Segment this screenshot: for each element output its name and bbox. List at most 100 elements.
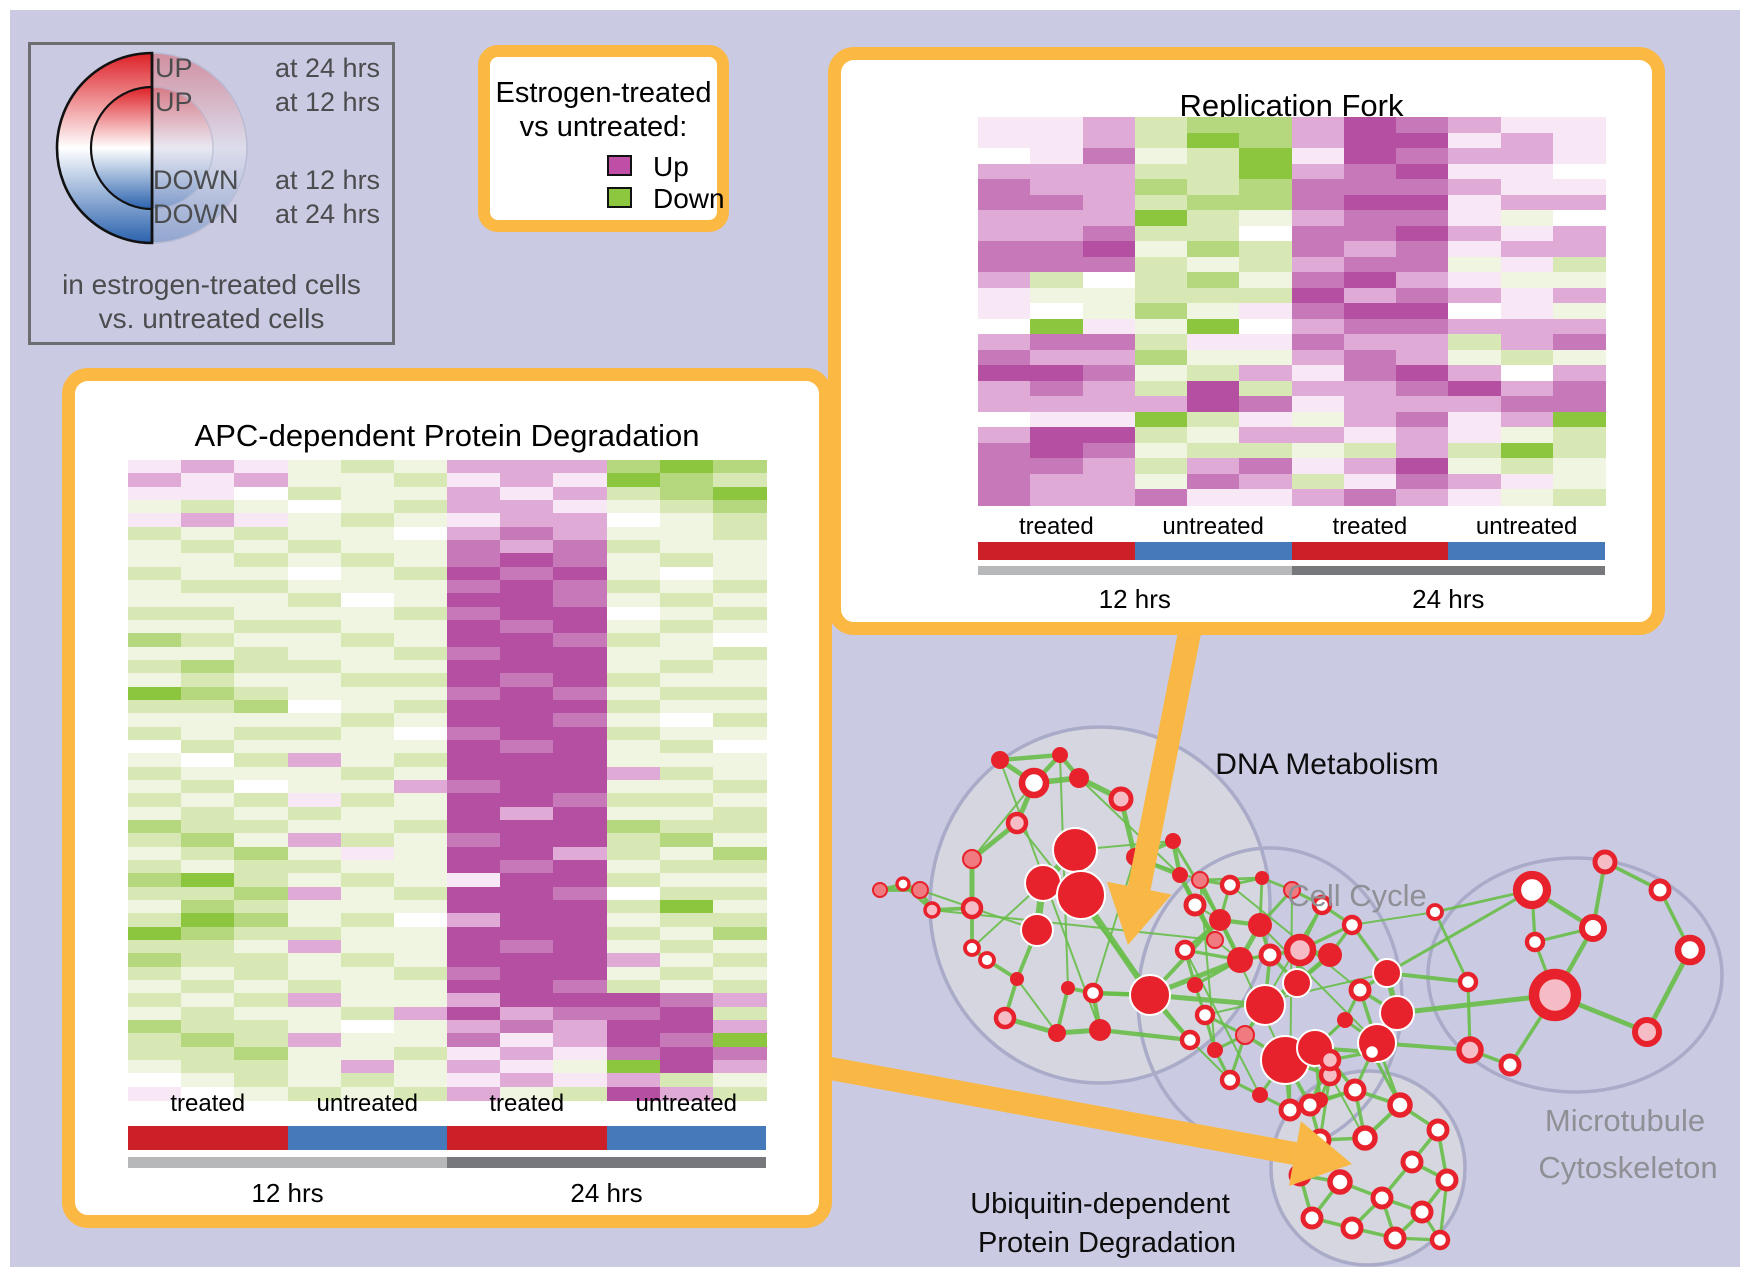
heatmap-cell — [500, 646, 554, 661]
heatmap-cell — [1082, 303, 1136, 320]
heatmap-cell — [659, 593, 714, 608]
heatmap-cell — [606, 740, 661, 754]
heatmap-cell — [1239, 334, 1293, 351]
heatmap-cell — [1448, 318, 1502, 335]
network-node — [1429, 1229, 1451, 1251]
network-node — [1005, 811, 1029, 835]
heatmap-cell — [393, 593, 448, 608]
heatmap-cell — [287, 473, 342, 488]
heatmap-cell — [1343, 442, 1397, 460]
heatmap-cell — [500, 1033, 554, 1048]
heatmap-cell — [1552, 117, 1606, 134]
heatmap-cell — [500, 740, 554, 754]
heatmap-cell — [1396, 210, 1449, 227]
heatmap-cell — [234, 833, 289, 848]
network-node — [923, 901, 941, 919]
heatmap-cell — [1082, 256, 1136, 273]
network-edge — [1099, 1027, 1191, 1043]
heatmap-cell — [1082, 194, 1136, 211]
heatmap-cell — [500, 886, 554, 901]
heatmap-cell — [393, 833, 448, 848]
heatmap-cell — [181, 873, 235, 888]
heatmap-cell — [606, 580, 661, 594]
network-edge — [1433, 911, 1470, 983]
heatmap-cell — [500, 1060, 554, 1074]
heatmap-cell — [447, 900, 501, 914]
heatmap-cell — [712, 940, 767, 954]
heatmap-cell — [553, 846, 608, 861]
heatmap-cell — [234, 553, 289, 568]
heatmap-cell — [393, 873, 448, 888]
heatmap-cell — [1343, 287, 1397, 304]
heatmap-cell — [606, 780, 661, 794]
heatmap-cell — [181, 900, 235, 914]
heatmap-cell — [1030, 334, 1084, 351]
heatmap-cell — [340, 500, 395, 514]
heatmap-cell — [234, 846, 289, 861]
heatmap-cell — [181, 820, 235, 834]
heatmap-cell — [1552, 132, 1606, 149]
heatmap-cell — [500, 766, 554, 781]
network-edge — [1396, 992, 1556, 1016]
heatmap-cell — [234, 980, 289, 994]
heatmap-cell — [606, 646, 661, 661]
heatmap-cell — [1187, 225, 1240, 242]
cluster-label-dna-metabolism: DNA Metabolism — [1215, 748, 1439, 781]
heatmap-cell — [287, 913, 342, 928]
network-node — [1632, 1017, 1662, 1047]
network-edge — [1351, 911, 1436, 926]
heatmap-cell — [1500, 163, 1554, 180]
heatmap-cell — [340, 646, 395, 661]
heatmap-cell — [712, 540, 767, 554]
heatmap-cell — [1030, 365, 1084, 382]
time-bar-24hrs — [447, 1157, 766, 1168]
heatmap-cell — [234, 940, 289, 954]
heatmap-cell — [1552, 210, 1606, 227]
heatmap-cell — [500, 980, 554, 994]
heatmap-cell — [393, 953, 448, 968]
network-node — [872, 882, 888, 898]
heatmap-cell — [181, 473, 235, 488]
heatmap-cell — [128, 766, 182, 781]
heatmap-cell — [447, 833, 501, 848]
heatmap-cell — [287, 1033, 342, 1048]
network-node — [1010, 972, 1024, 986]
heatmap-cell — [128, 1060, 182, 1074]
heatmap-cell — [1239, 148, 1293, 165]
heatmap-cell — [1500, 241, 1554, 258]
heatmap-cell — [978, 241, 1031, 258]
network-node — [1283, 881, 1301, 899]
heatmap-cell — [393, 580, 448, 594]
heatmap-cell — [1030, 225, 1084, 242]
heatmap-cell — [712, 780, 767, 794]
heatmap-cell — [659, 540, 714, 554]
heatmap-cell — [712, 913, 767, 928]
heatmap-cell — [181, 886, 235, 901]
heatmap-cell — [287, 980, 342, 994]
heatmap-cell — [234, 526, 289, 541]
heatmap-cell — [393, 486, 448, 501]
heatmap-cell — [1291, 411, 1345, 428]
network-edge — [971, 782, 1035, 860]
heatmap-cell — [128, 980, 182, 994]
heatmap-cell — [340, 486, 395, 501]
network-node — [1278, 1098, 1302, 1122]
circle-legend-box: UP at 24 hrs UP at 12 hrs DOWN at 12 hrs… — [28, 42, 395, 345]
heatmap-cell — [712, 1033, 767, 1048]
heatmap-cell — [447, 846, 501, 861]
network-node — [1318, 1048, 1342, 1072]
heatmap-cell — [181, 780, 235, 794]
heatmap-cell — [234, 700, 289, 714]
heatmap-cell — [1448, 179, 1502, 196]
heatmap-cell — [1239, 287, 1293, 304]
heatmap-cell — [128, 513, 182, 528]
color-key-title-line1: Estrogen-treated — [495, 77, 712, 109]
heatmap-cell — [234, 726, 289, 741]
network-node — [963, 939, 981, 957]
heatmap-cell — [1552, 148, 1606, 165]
heatmap-cell — [287, 753, 342, 768]
heatmap-cell — [1030, 132, 1084, 149]
network-node — [1370, 1186, 1394, 1210]
heatmap-cell — [606, 553, 661, 568]
heatmap-cell — [1082, 442, 1136, 460]
